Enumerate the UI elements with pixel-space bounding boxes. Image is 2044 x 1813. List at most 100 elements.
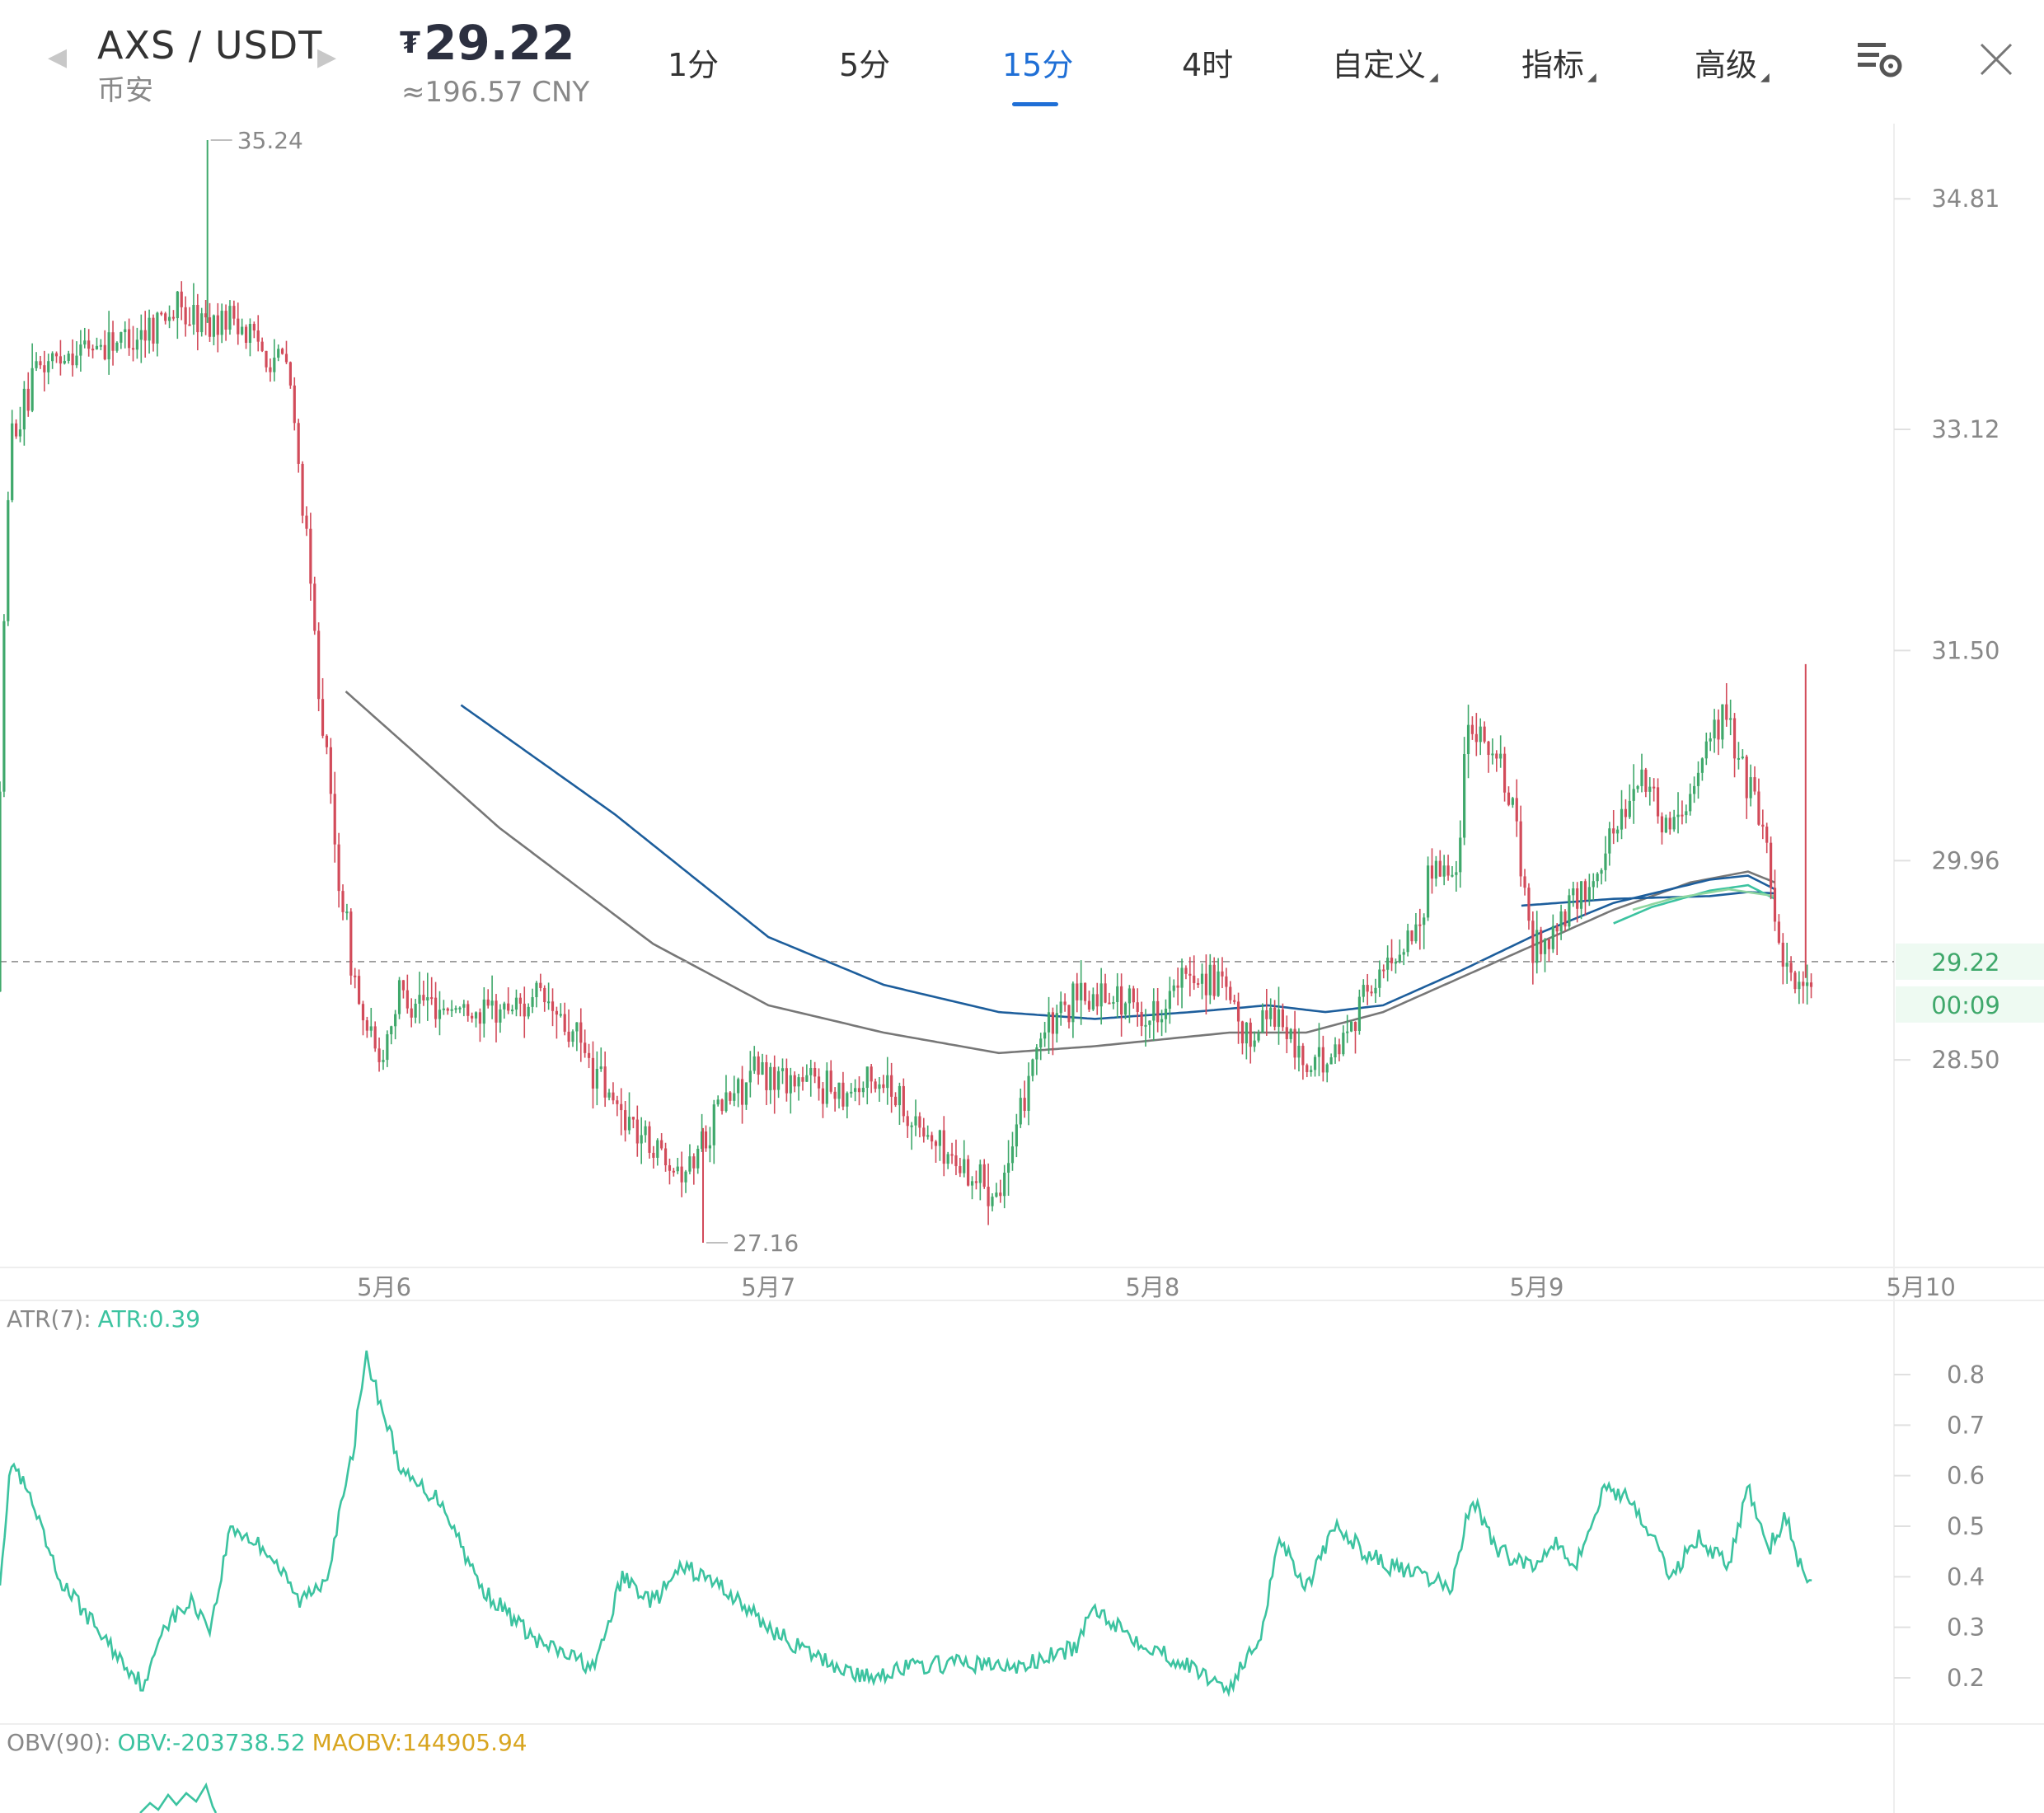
- candle-body: [793, 1075, 796, 1087]
- candle-body: [317, 630, 321, 700]
- candle-body: [890, 1075, 893, 1097]
- candle-body: [486, 999, 490, 1006]
- candle-body: [256, 330, 260, 342]
- candle-body: [1563, 911, 1567, 927]
- tab-15min[interactable]: 15分: [1002, 47, 1074, 83]
- candle-body: [765, 1061, 768, 1090]
- close-icon[interactable]: [1976, 40, 2016, 79]
- candle-body: [785, 1068, 788, 1094]
- tab-advanced[interactable]: 高级 ◢: [1695, 47, 1770, 84]
- candle-body: [1624, 808, 1628, 817]
- candle-body: [850, 1091, 853, 1094]
- candle-body: [898, 1085, 902, 1106]
- candle-body: [902, 1085, 905, 1117]
- tab-1min[interactable]: 1分: [668, 47, 720, 83]
- candle-body: [648, 1126, 651, 1153]
- candle-body: [1184, 967, 1188, 974]
- candle-body: [999, 1192, 1002, 1197]
- chart-settings-icon[interactable]: [1854, 38, 1906, 79]
- candle-body: [1704, 741, 1708, 759]
- chevron-right-icon[interactable]: ▶: [317, 43, 337, 72]
- candle-body: [1515, 798, 1518, 822]
- candle-body: [1463, 754, 1466, 838]
- candle-body: [1346, 1031, 1349, 1033]
- low-price-label: 27.16: [733, 1230, 799, 1257]
- candle-body: [1108, 1002, 1111, 1005]
- candle-body: [1342, 1033, 1345, 1055]
- candle-body: [184, 307, 187, 325]
- candle-body: [232, 306, 236, 319]
- candle-body: [878, 1084, 881, 1089]
- candle-body: [1317, 1047, 1321, 1057]
- candle-body: [18, 429, 22, 437]
- candle-body: [152, 317, 155, 344]
- candle-body: [744, 1082, 748, 1105]
- candle-body: [1003, 1172, 1006, 1197]
- candle-body: [1349, 1022, 1353, 1032]
- tab-4hour[interactable]: 4时: [1182, 47, 1234, 83]
- candle-body: [1741, 757, 1744, 759]
- candle-body: [1765, 827, 1769, 843]
- countdown-label: 00:09: [1931, 991, 2000, 1019]
- candle-body: [377, 1048, 381, 1062]
- candle-body: [63, 360, 66, 364]
- candle-body: [688, 1156, 691, 1172]
- tab-custom[interactable]: 自定义 ◢: [1332, 47, 1438, 84]
- candle-body: [120, 332, 123, 343]
- candle-body: [1076, 983, 1079, 1000]
- candle-body: [1543, 939, 1547, 954]
- candle-body: [1357, 996, 1361, 1032]
- candle-body: [833, 1091, 837, 1099]
- candle-body: [1188, 973, 1192, 976]
- dropdown-triangle-icon: ◢: [1429, 71, 1438, 84]
- candle-body: [1806, 982, 1809, 986]
- candle-body: [954, 1155, 958, 1167]
- candle-body: [26, 388, 30, 411]
- candle-body: [365, 1020, 368, 1031]
- candle-body: [555, 1010, 559, 1015]
- dropdown-triangle-icon: ◢: [1587, 71, 1596, 84]
- candle-body: [329, 747, 332, 794]
- candle-body: [143, 330, 147, 341]
- candle-body: [1491, 753, 1494, 756]
- date-tick-label: 5月9: [1510, 1273, 1564, 1301]
- candle-body: [1523, 876, 1526, 888]
- candle-body: [1681, 814, 1684, 817]
- chevron-left-icon[interactable]: ◀: [48, 43, 68, 72]
- candle-body: [188, 324, 191, 326]
- candle-body: [599, 1066, 602, 1070]
- candle-body: [1144, 1024, 1147, 1027]
- candle-body: [510, 1010, 514, 1012]
- candle-body: [394, 1014, 397, 1027]
- candle-body: [406, 990, 409, 1009]
- candle-body: [51, 353, 54, 362]
- candle-body: [1770, 842, 1773, 888]
- candle-body: [825, 1070, 828, 1104]
- candle-body: [676, 1166, 679, 1172]
- candle-body: [696, 1149, 700, 1169]
- candle-body: [47, 361, 50, 372]
- candle-body: [1362, 985, 1365, 997]
- candle-body: [1479, 726, 1482, 743]
- candle-body: [260, 341, 264, 351]
- candle-body: [430, 997, 434, 1000]
- candle-body: [910, 1125, 913, 1127]
- candle-body: [1293, 1028, 1296, 1058]
- candle-body: [434, 997, 438, 1019]
- candle-body: [220, 311, 223, 335]
- candle-body: [1277, 1009, 1281, 1027]
- tab-5min[interactable]: 5分: [839, 47, 891, 83]
- toolbar: ◀ AXS / USDT 币安 ▶ ₮29.22 ≈196.57 CNY 1分 …: [0, 0, 2044, 124]
- tab-indicators[interactable]: 指标 ◢: [1521, 47, 1596, 84]
- candle-body: [963, 1159, 966, 1174]
- candle-body: [1261, 1010, 1264, 1033]
- candle-body: [1717, 719, 1720, 740]
- candle-body: [128, 329, 131, 349]
- candle-body: [1410, 930, 1413, 942]
- candle-body: [474, 1012, 478, 1019]
- candle-body: [1696, 772, 1700, 786]
- candle-body: [0, 791, 2, 992]
- candle-body: [1511, 798, 1514, 805]
- candle-body: [842, 1082, 845, 1107]
